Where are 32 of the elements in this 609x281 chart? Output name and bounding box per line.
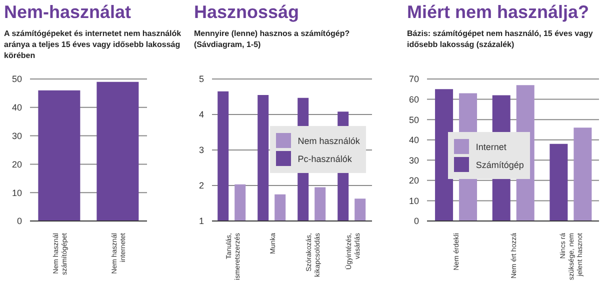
- y-tick-label: 10: [408, 196, 419, 206]
- y-tick-label: 20: [12, 159, 22, 170]
- legend-label: Számítógép: [476, 160, 524, 170]
- y-tick-label: 4: [198, 110, 204, 120]
- y-tick-label: 3: [198, 145, 204, 156]
- chart-subtitle: Bázis: számítógépet nem használó, 15 éves vagy idősebb lakosság (százalék): [407, 28, 594, 50]
- chart-title: Nem-használat: [4, 2, 132, 23]
- legend-label: Pc-használók: [298, 154, 352, 164]
- y-tick-label: 40: [408, 135, 419, 146]
- y-tick-label: 0: [414, 216, 419, 226]
- y-tick-label: 50: [408, 114, 419, 125]
- bar: [435, 89, 454, 221]
- y-tick-label: 1: [198, 216, 204, 226]
- bar: [574, 128, 592, 221]
- y-tick-label: 40: [12, 102, 22, 113]
- y-tick-label: 20: [408, 176, 419, 186]
- y-tick-label: 30: [408, 155, 419, 166]
- y-tick-label: 0: [16, 216, 22, 226]
- chart-title: Miért nem használja?: [407, 2, 590, 23]
- chart-subtitle: Mennyire (lenne) hasznos a számítógép? (Sávdiagram, 1-5): [194, 28, 351, 50]
- chart-title: Hasznosság: [194, 2, 300, 23]
- legend-label: Internet: [476, 142, 506, 152]
- chart-subtitle: A számítógépeket és internetet nem használók aránya a teljes 15 éves vagy idősebb lakosság körében: [4, 28, 182, 61]
- y-tick-label: 70: [408, 74, 419, 84]
- y-tick-label: 50: [12, 74, 22, 84]
- y-tick-label: 60: [408, 94, 419, 104]
- bar: [550, 144, 568, 221]
- y-tick-label: 2: [198, 180, 204, 191]
- y-tick-label: 5: [198, 74, 204, 84]
- y-tick-label: 10: [12, 188, 22, 198]
- y-tick-label: 30: [12, 130, 22, 141]
- legend-label: Nem használók: [298, 136, 360, 146]
